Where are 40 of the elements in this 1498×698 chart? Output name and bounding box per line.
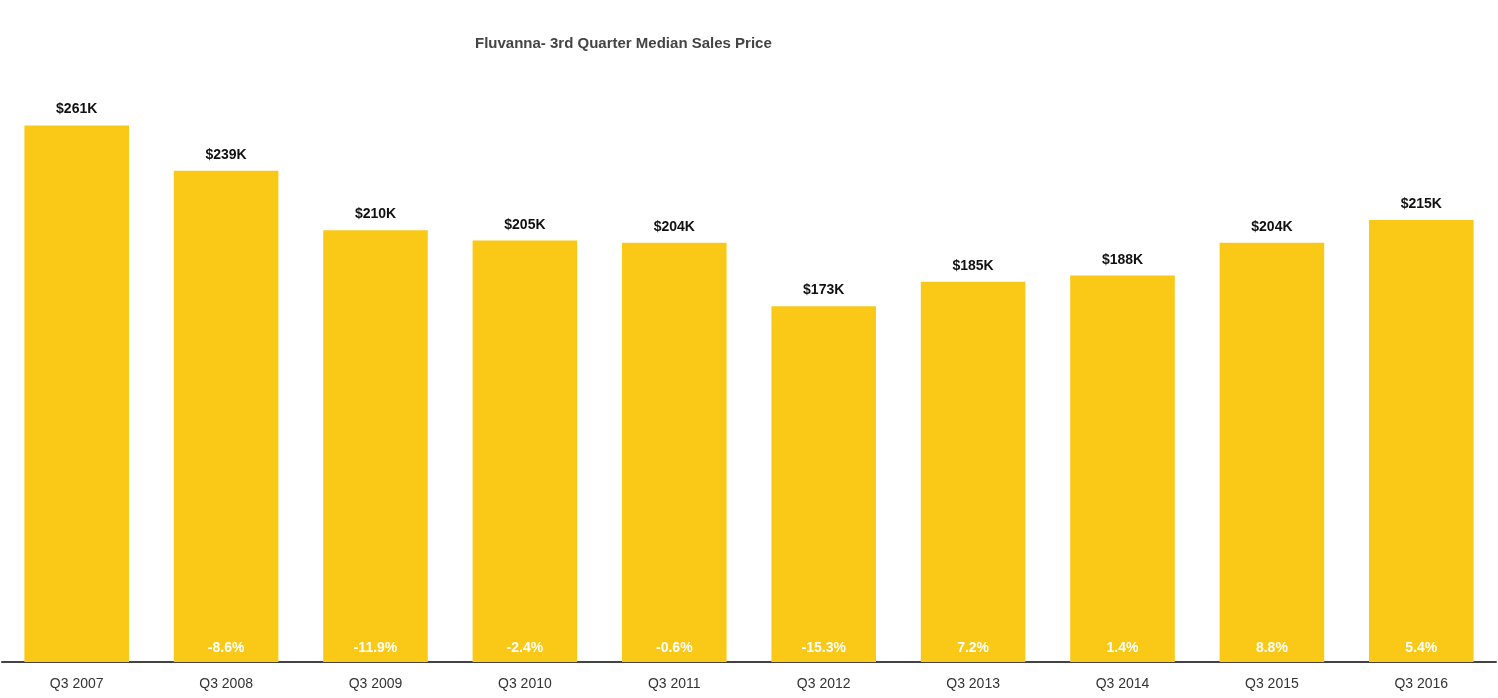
- bar: [24, 125, 129, 662]
- annotation: -15.3%: [801, 639, 847, 655]
- x-tick-label: Q3 2015: [1245, 675, 1299, 691]
- data-label: $185K: [952, 256, 994, 273]
- bar: [1369, 220, 1474, 662]
- bar: [1219, 242, 1325, 662]
- annotation: 8.8%: [1255, 639, 1289, 655]
- bar: [323, 230, 428, 662]
- x-tick-label: Q3 2011: [647, 675, 701, 691]
- bar: [622, 242, 727, 662]
- data-label: $204K: [653, 217, 695, 234]
- annotation: -8.6%: [207, 639, 245, 655]
- annotation: 1.4%: [1106, 639, 1139, 655]
- data-label: $215K: [1400, 195, 1442, 212]
- x-tick-label: Q3 2010: [498, 675, 552, 691]
- annotation: -11.9%: [353, 639, 398, 655]
- data-label: $210K: [354, 205, 397, 222]
- data-label: $204K: [1251, 217, 1293, 234]
- annotation: -2.4%: [506, 639, 544, 655]
- annotation: -0.6%: [656, 639, 694, 655]
- bar: [173, 170, 279, 662]
- x-tick-label: Q3 2007: [49, 675, 104, 691]
- data-label: $188K: [1101, 250, 1144, 267]
- bar: [771, 306, 876, 662]
- data-label: $261K: [56, 100, 98, 117]
- x-tick-label: Q3 2008: [199, 675, 254, 691]
- x-tick-label: Q3 2014: [1095, 675, 1150, 691]
- bar: [472, 240, 578, 662]
- annotation: 7.2%: [957, 639, 990, 655]
- data-label: $173K: [803, 281, 845, 298]
- bar: [920, 281, 1026, 662]
- data-label: $239K: [205, 145, 247, 162]
- x-tick-label: Q3 2016: [1394, 675, 1449, 691]
- annotation: 5.4%: [1405, 639, 1438, 655]
- x-tick-label: Q3 2012: [796, 675, 851, 691]
- x-tick-label: Q3 2013: [946, 675, 1001, 691]
- chart-title: Fluvanna- 3rd Quarter Median Sales Price: [475, 34, 772, 51]
- bar: [1070, 275, 1175, 662]
- x-tick-label: Q3 2009: [348, 675, 403, 691]
- data-label: $205K: [504, 215, 546, 232]
